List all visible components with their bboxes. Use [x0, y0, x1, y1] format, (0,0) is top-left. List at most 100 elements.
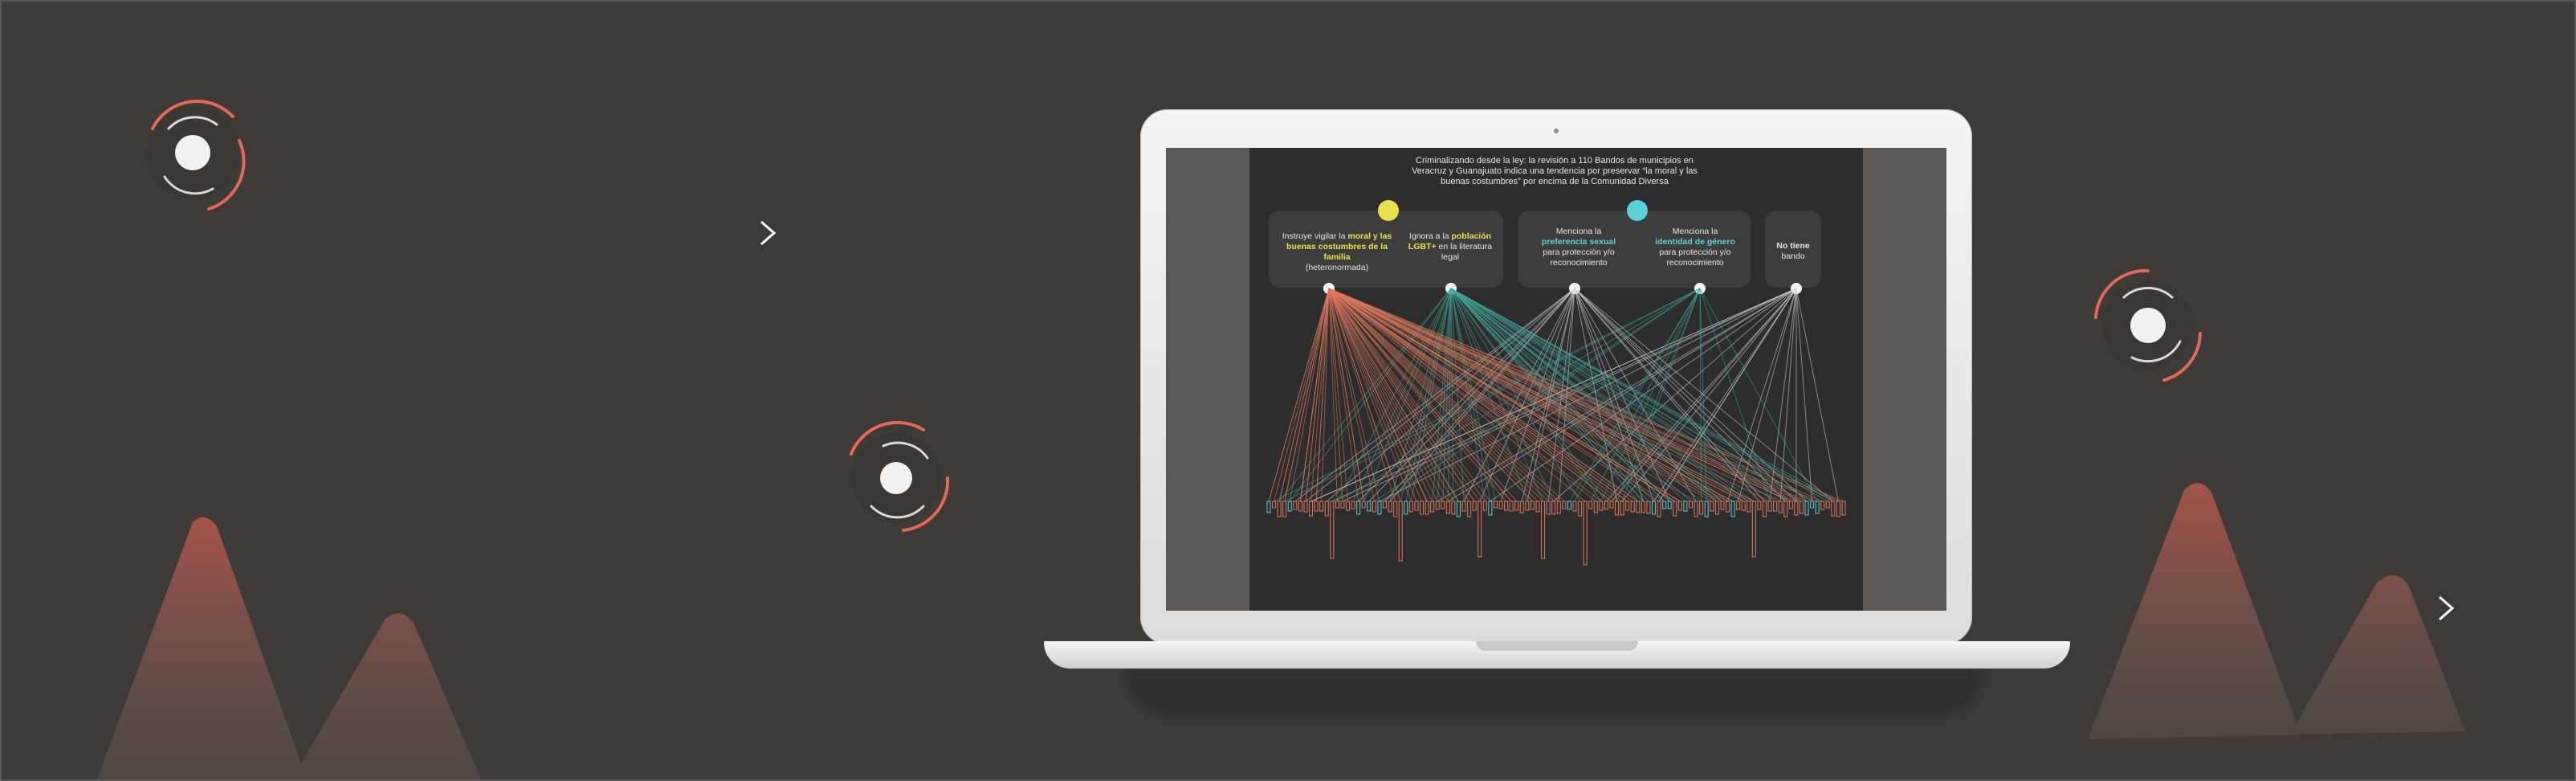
link-line: [1328, 288, 1459, 502]
municipality-mark: [1530, 501, 1535, 510]
link-line: [1450, 288, 1654, 502]
label-text: para protección y/o reconocimiento: [1543, 247, 1615, 268]
link-line: [1479, 288, 1575, 502]
link-line: [1574, 288, 1644, 502]
label-highlight: moral y las buenas costumbres de la fami…: [1286, 231, 1392, 262]
municipality-mark: [1841, 501, 1846, 516]
link-line: [1310, 288, 1330, 502]
link-line: [1358, 288, 1575, 502]
link-line: [1305, 288, 1575, 502]
link-line: [1574, 288, 1654, 502]
municipality-mark: [1303, 501, 1308, 513]
link-line: [1437, 288, 1797, 502]
link-line: [1526, 288, 1575, 502]
municipality-mark: [1710, 501, 1714, 512]
link-line: [1574, 288, 1834, 502]
municipality-mark: [1467, 501, 1472, 517]
municipality-mark: [1836, 501, 1840, 517]
title-line: Criminalizando desde la ley: la revisión…: [1416, 156, 1694, 166]
link-line: [1574, 288, 1697, 502]
link-line: [1328, 288, 1617, 502]
arrow-right-icon: [2216, 595, 2455, 621]
municipality-mark: [1398, 501, 1403, 562]
link-line: [1450, 288, 1755, 502]
link-line: [1405, 288, 1452, 502]
link-line: [1328, 288, 1681, 502]
municipality-mark: [1689, 501, 1694, 509]
link-line: [1574, 288, 1787, 502]
mountain-shape: [96, 517, 482, 781]
municipality-mark: [1799, 501, 1804, 514]
municipality-mark: [1340, 501, 1345, 509]
category-label: Menciona la preferencia sexual para prote…: [1522, 227, 1635, 268]
link-line: [1368, 288, 1575, 502]
link-line: [1328, 288, 1676, 502]
link-line: [1450, 288, 1454, 502]
municipality-mark: [1388, 501, 1392, 513]
municipality-mark: [1593, 501, 1598, 513]
link-line: [1699, 288, 1818, 502]
link-line: [1321, 288, 1330, 502]
link-line: [1328, 288, 1660, 502]
municipality-mark: [1562, 501, 1567, 509]
municipality-mark: [1667, 501, 1672, 509]
municipality-mark: [1825, 501, 1830, 509]
municipality-mark: [1377, 501, 1382, 515]
link-line: [1328, 288, 1343, 502]
link-line: [1328, 288, 1375, 502]
link-line: [1450, 288, 1486, 502]
municipality-mark: [1367, 501, 1372, 512]
municipality-mark: [1741, 501, 1746, 511]
connection-network: [1266, 288, 1846, 566]
label-text: Menciona la: [1555, 227, 1602, 236]
link-line: [1328, 288, 1596, 502]
label-highlight: preferencia sexual: [1541, 237, 1616, 247]
municipality-mark: [1652, 501, 1657, 515]
infographic: Criminalizando desde la ley: la revisión…: [1249, 148, 1863, 611]
municipality-mark: [1556, 501, 1561, 514]
link-line: [1328, 288, 1401, 502]
link-line: [1328, 288, 1565, 502]
municipality-mark: [1351, 501, 1355, 509]
municipality-mark: [1767, 501, 1772, 512]
municipality-mark: [1298, 501, 1302, 512]
link-line: [1315, 288, 1330, 502]
label-text: Ignora a la: [1408, 231, 1452, 241]
link-line: [1779, 288, 1797, 502]
municipality-mark: [1725, 501, 1730, 513]
municipality-mark: [1794, 501, 1799, 516]
link-line: [1328, 288, 1549, 502]
link-line: [1450, 288, 1639, 502]
link-line: [1328, 288, 1454, 502]
link-line: [1328, 288, 1713, 502]
link-line: [1310, 288, 1797, 502]
link-line: [1616, 288, 1701, 502]
link-line: [1450, 288, 1744, 502]
link-line: [1328, 288, 1718, 502]
arrow-right-icon: [546, 220, 776, 246]
link-line: [1574, 288, 1808, 502]
link-line: [1328, 288, 1543, 502]
link-line: [1450, 288, 1834, 502]
municipality-mark: [1683, 501, 1688, 512]
link-line: [1274, 288, 1330, 502]
link-line: [1450, 288, 1665, 502]
municipality-mark: [1609, 501, 1614, 509]
municipality-mark: [1435, 501, 1440, 510]
municipality-mark: [1757, 501, 1762, 510]
category-label: No tiene bando: [1765, 241, 1821, 262]
municipality-mark: [1346, 501, 1351, 511]
municipality-mark: [1630, 501, 1635, 513]
link-line: [1328, 288, 1728, 502]
municipality-mark: [1293, 501, 1298, 510]
municipality-mark: [1662, 501, 1667, 509]
municipality-mark: [1636, 501, 1641, 513]
link-line: [1450, 288, 1787, 502]
municipality-mark: [1751, 501, 1756, 558]
municipality-mark: [1736, 501, 1741, 510]
link-line: [1574, 288, 1618, 502]
link-line: [1278, 288, 1330, 502]
document-icon: [1378, 200, 1399, 221]
municipality-mark: [1272, 501, 1277, 509]
municipality-mark: [1498, 501, 1503, 509]
